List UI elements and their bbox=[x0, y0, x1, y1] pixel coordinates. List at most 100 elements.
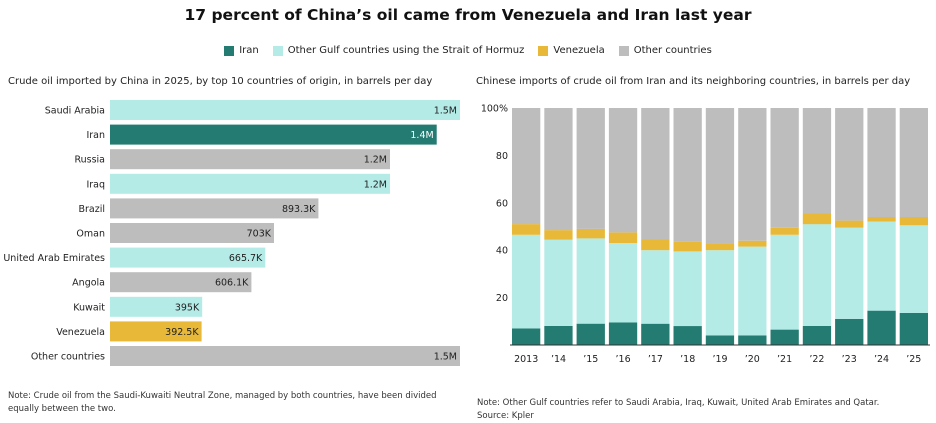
category-label: Iran bbox=[86, 130, 105, 141]
x-tick-label: ’25 bbox=[906, 354, 921, 365]
chart-title: 17 percent of China’s oil came from Vene… bbox=[184, 6, 752, 24]
stack-segment bbox=[770, 227, 799, 235]
stack-segment bbox=[802, 326, 832, 345]
stack-segment bbox=[802, 213, 832, 225]
bar bbox=[110, 124, 437, 145]
legend: Iran Other Gulf countries using the Stra… bbox=[0, 45, 936, 56]
x-tick-label: ’21 bbox=[777, 354, 792, 365]
stack-segment bbox=[641, 323, 670, 345]
stack-segment bbox=[705, 108, 735, 244]
stack-segment bbox=[899, 217, 928, 226]
stack-segment bbox=[738, 240, 767, 247]
stack-segment bbox=[705, 250, 735, 336]
category-label: Venezuela bbox=[56, 327, 105, 338]
x-tick-label: ’23 bbox=[842, 354, 857, 365]
x-tick-label: ’18 bbox=[680, 354, 695, 365]
legend-label-gulf: Other Gulf countries using the Strait of… bbox=[287, 45, 525, 56]
stack-segment bbox=[835, 108, 864, 221]
stack-segment bbox=[867, 108, 896, 217]
legend-item-iran: Iran bbox=[224, 45, 259, 56]
right-chart-subtitle: Chinese imports of crude oil from Iran a… bbox=[476, 76, 911, 87]
data-label: 1.4M bbox=[410, 130, 433, 141]
y-tick-label: 40 bbox=[496, 246, 508, 257]
stack-segment bbox=[576, 238, 605, 324]
left-note: Note: Crude oil from the Saudi-Kuwaiti N… bbox=[8, 391, 437, 414]
stack-segment bbox=[738, 246, 767, 336]
bar bbox=[110, 198, 319, 219]
stack-segment bbox=[899, 225, 928, 313]
stack-segment bbox=[835, 220, 864, 228]
stack-segment bbox=[673, 241, 702, 252]
stack-segment bbox=[673, 108, 702, 242]
stack-segment bbox=[835, 227, 864, 319]
bar bbox=[110, 100, 460, 120]
x-tick-label: ’16 bbox=[616, 354, 631, 365]
bar bbox=[110, 272, 252, 293]
category-label: Oman bbox=[76, 229, 105, 240]
category-label: Saudi Arabia bbox=[45, 106, 105, 117]
data-label: 606.1K bbox=[215, 278, 249, 289]
stack-segment bbox=[738, 108, 767, 241]
stack-segment bbox=[641, 239, 670, 251]
stack-segment bbox=[512, 224, 541, 235]
stack-segment bbox=[899, 108, 928, 217]
stack-segment bbox=[608, 322, 638, 345]
x-tick-label: ’19 bbox=[712, 354, 727, 365]
data-label: 395K bbox=[175, 302, 200, 313]
stack-segment bbox=[770, 108, 799, 228]
x-tick-label: ’22 bbox=[809, 354, 824, 365]
data-label: 703K bbox=[247, 229, 272, 240]
category-label: United Arab Emirates bbox=[3, 253, 105, 264]
stack-segment bbox=[802, 108, 832, 214]
bar bbox=[110, 223, 274, 243]
stack-segment bbox=[544, 326, 573, 345]
stack-segment bbox=[835, 318, 864, 345]
stack-segment bbox=[802, 224, 832, 326]
legend-swatch-iran bbox=[224, 45, 235, 56]
stack-segment bbox=[512, 234, 541, 329]
legend-swatch-other bbox=[618, 45, 629, 56]
stack-segment bbox=[705, 335, 735, 345]
y-tick-label: 20 bbox=[496, 293, 508, 304]
category-label: Other countries bbox=[31, 352, 105, 363]
y-tick-label: 100% bbox=[481, 104, 508, 115]
stack-segment bbox=[576, 228, 605, 239]
legend-swatch-gulf bbox=[272, 45, 283, 56]
stacked-bar-chart: 20 40 60 80 100% 2013 ’14 ’15 ’16 ’17 ’18 ’19 ’20 ’21… bbox=[481, 104, 930, 365]
stack-segment bbox=[867, 310, 896, 345]
x-tick-label: ’24 bbox=[874, 354, 889, 365]
stack-segment bbox=[867, 217, 896, 222]
stack-segment bbox=[512, 108, 541, 225]
x-tick-label: ’17 bbox=[648, 354, 663, 365]
stack-segment bbox=[899, 313, 928, 345]
x-tick-label: ’14 bbox=[551, 354, 566, 365]
x-tick-label: ’15 bbox=[583, 354, 598, 365]
right-note: Note: Other Gulf countries refer to Saud… bbox=[477, 398, 880, 408]
stack-segment bbox=[544, 108, 573, 231]
data-label: 1.5M bbox=[434, 352, 457, 363]
stack-segment bbox=[770, 234, 799, 330]
y-tick-label: 80 bbox=[496, 151, 508, 162]
stack-segment bbox=[738, 335, 767, 345]
category-label: Russia bbox=[74, 155, 105, 166]
stack-segment bbox=[512, 328, 541, 345]
stack-segment bbox=[641, 250, 670, 324]
x-tick-label: ’20 bbox=[745, 354, 760, 365]
category-label: Brazil bbox=[78, 204, 105, 215]
bar bbox=[110, 247, 266, 268]
category-label: Kuwait bbox=[73, 302, 105, 313]
legend-swatch-venezuela bbox=[538, 45, 549, 56]
data-label: 893.3K bbox=[282, 204, 316, 215]
stack-segment bbox=[544, 230, 573, 240]
source-note: Source: Kpler bbox=[477, 411, 534, 421]
x-tick-label: 2013 bbox=[514, 354, 538, 365]
legend-label-venezuela: Venezuela bbox=[553, 45, 605, 56]
category-label: Angola bbox=[72, 278, 105, 289]
bar bbox=[110, 346, 460, 366]
legend-item-venezuela: Venezuela bbox=[538, 45, 605, 56]
y-tick-label: 60 bbox=[496, 198, 508, 209]
stack-segment bbox=[608, 108, 638, 233]
data-label: 1.5M bbox=[434, 106, 457, 117]
bar bbox=[110, 296, 203, 317]
legend-item-other: Other countries bbox=[618, 45, 712, 56]
